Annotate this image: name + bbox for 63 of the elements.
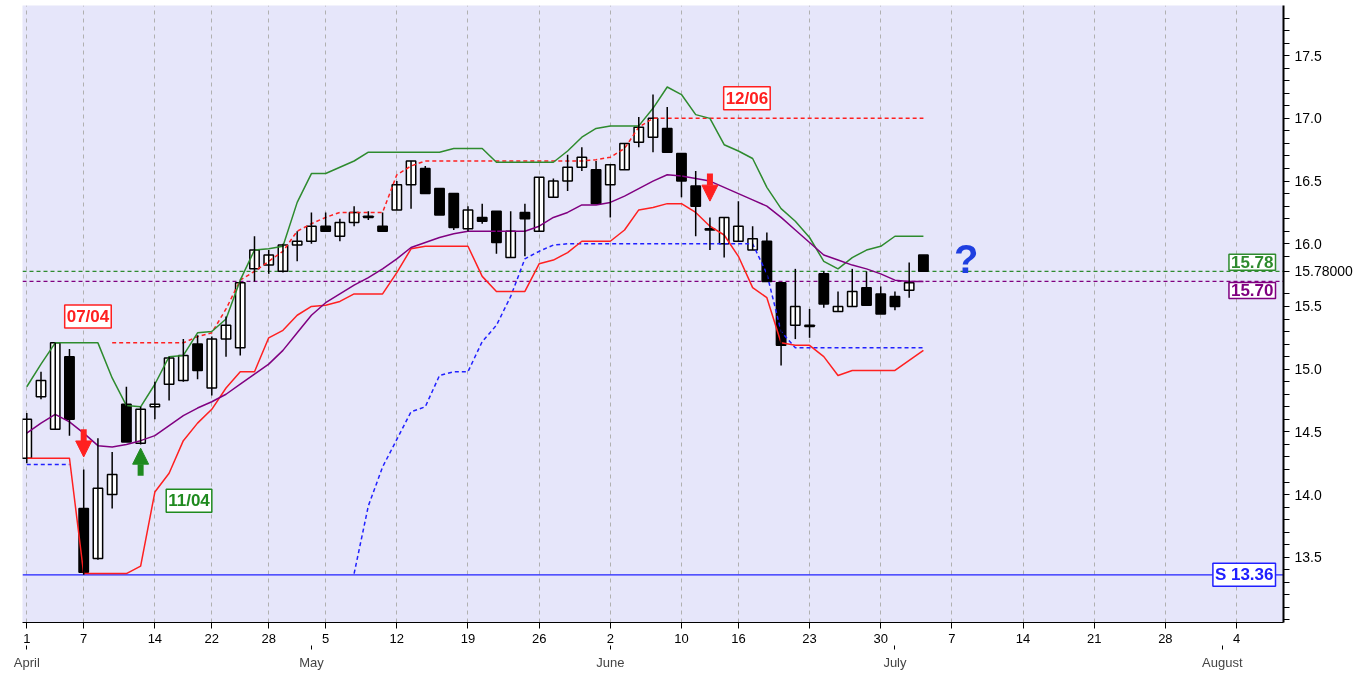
candlestick [448, 192, 460, 231]
x-tick-label: 21 [1086, 630, 1102, 646]
candlestick [419, 165, 431, 195]
x-tick-label: 22 [204, 630, 220, 646]
x-tick-label: 1 [23, 630, 31, 646]
candlestick [192, 334, 204, 380]
x-tick-label: 28 [261, 630, 276, 646]
y-tick-label: 15.5 [1294, 298, 1322, 315]
text: July [883, 654, 908, 670]
y-tick-label: 16.5 [1294, 173, 1322, 190]
candlestick [547, 177, 559, 199]
y-tick-label: 17.0 [1294, 110, 1322, 127]
x-tick-label: 19 [460, 630, 476, 646]
candlestick [562, 153, 574, 192]
y-tick-label: 15.78000 [1294, 263, 1354, 280]
text: August [1202, 654, 1243, 670]
x-tick-label: 12 [389, 630, 405, 646]
candlestick [846, 268, 858, 308]
candlestick [320, 211, 332, 232]
candlestick [120, 385, 132, 443]
x-tick-label: 16 [731, 630, 746, 646]
x-tick-label: 10 [674, 630, 689, 646]
candlestick [64, 348, 75, 437]
y-tick-label: 14.0 [1294, 486, 1322, 503]
annotation: 11/04 [168, 491, 211, 511]
annotation: ? [953, 236, 979, 281]
x-tick-label: 7 [80, 630, 88, 646]
y-tick-label: 14.5 [1294, 423, 1322, 440]
ref-line-label: 15.70 [1230, 281, 1274, 301]
candlestick [690, 170, 702, 237]
candlestick [434, 187, 445, 216]
annotation: 12/06 [725, 88, 769, 108]
x-tick-label: 30 [873, 630, 888, 646]
text: May [299, 654, 325, 670]
x-tick-label: 7 [948, 630, 956, 646]
text: June [596, 654, 625, 670]
candlestick [789, 268, 801, 340]
line-series [111, 117, 925, 344]
candlestick [305, 211, 317, 245]
candlestick [377, 211, 389, 232]
x-tick-label: 14 [1015, 630, 1031, 646]
candlestick [861, 270, 872, 306]
candlestick [732, 200, 744, 243]
x-tick-label: 28 [1158, 630, 1173, 646]
ref-line-label: 15.78 [1230, 253, 1274, 273]
candlestick [604, 164, 616, 219]
x-tick-label: 26 [531, 630, 547, 646]
candlestick [533, 176, 545, 232]
y-tick-label: 16.0 [1294, 235, 1322, 252]
x-tick-label: 5 [322, 630, 330, 646]
ref-line-label: S 13.36 [1214, 565, 1274, 585]
x-tick-label: 2 [606, 630, 614, 646]
candlestick [619, 142, 630, 171]
x-tick-label: 4 [1232, 630, 1241, 646]
x-tick-label: 14 [147, 630, 163, 646]
x-tick-label: 23 [802, 630, 817, 646]
candlestick [875, 285, 887, 315]
y-tick-label: 17.5 [1294, 47, 1322, 64]
candlestick [49, 342, 61, 431]
y-tick-label: 15.0 [1294, 361, 1322, 378]
y-tick-label: 13.5 [1294, 549, 1322, 566]
annotation: 07/04 [66, 307, 110, 327]
text: April [13, 654, 40, 670]
